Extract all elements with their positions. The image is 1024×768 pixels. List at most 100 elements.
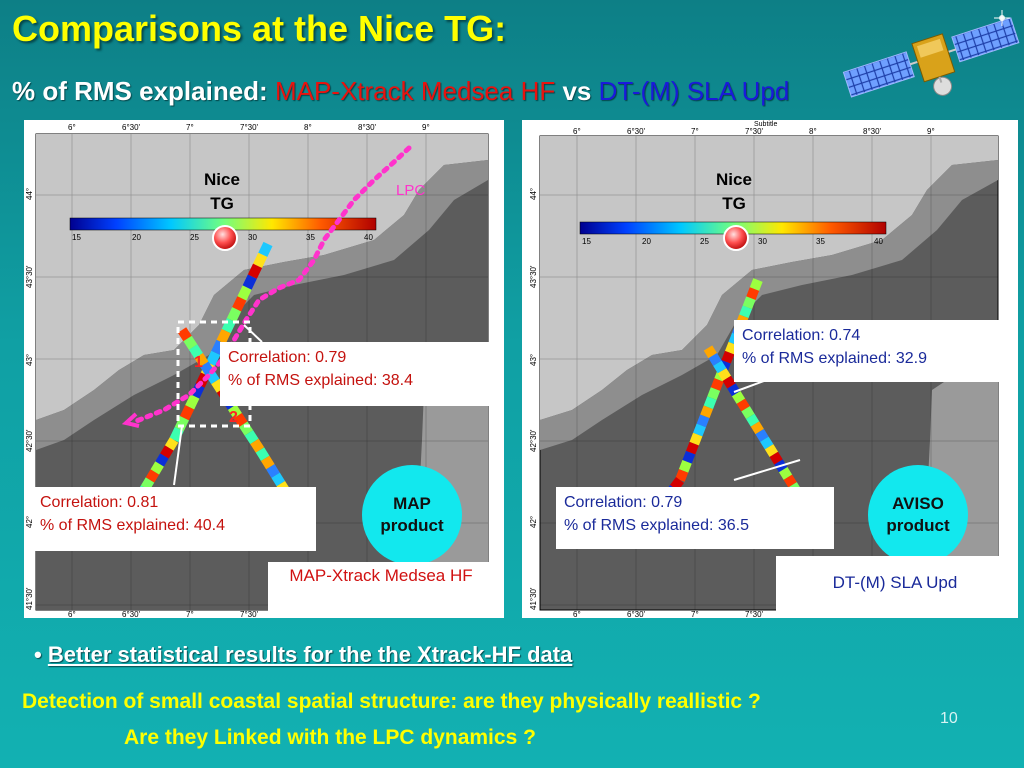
track-segment bbox=[177, 327, 192, 342]
track-segment bbox=[233, 412, 248, 428]
track-segment bbox=[749, 278, 763, 291]
lat-tick: 43°30' bbox=[529, 265, 538, 288]
slide-subtitle: % of RMS explained: MAP-Xtrack Medsea HF… bbox=[12, 76, 789, 107]
lat-tick: 43°30' bbox=[25, 265, 34, 288]
map-subtitle: Subtitle bbox=[754, 121, 777, 128]
product-label: product bbox=[380, 516, 444, 535]
colorbar-tick: 25 bbox=[700, 237, 709, 246]
lon-tick: 6° bbox=[68, 610, 76, 618]
track-segment bbox=[731, 390, 746, 404]
track-segment bbox=[226, 307, 242, 323]
colorbar-tick: 20 bbox=[132, 233, 141, 242]
track-segment bbox=[271, 472, 286, 487]
track-segment bbox=[769, 451, 783, 465]
lon-tick: 8° bbox=[304, 123, 312, 132]
slide-title: Comparisons at the Nice TG: bbox=[12, 8, 507, 49]
track-segment bbox=[722, 375, 736, 389]
lon-tick: 6° bbox=[573, 610, 581, 618]
track-segment bbox=[682, 450, 696, 464]
nice-tg-label: TG bbox=[722, 194, 746, 213]
track-segment bbox=[227, 404, 242, 419]
track-segment bbox=[746, 413, 760, 427]
track-segment bbox=[700, 405, 714, 419]
question-line-1: Detection of small coastal spatial struc… bbox=[22, 690, 761, 713]
nice-tg-label: TG bbox=[210, 194, 234, 213]
track-segment bbox=[253, 252, 268, 268]
lon-tick: 6° bbox=[573, 127, 581, 136]
lon-tick: 8° bbox=[809, 127, 817, 136]
lon-tick: 6°30' bbox=[122, 123, 141, 132]
question-line-2: Are they Linked with the LPC dynamics ? bbox=[124, 726, 536, 749]
lat-tick: 44° bbox=[25, 188, 34, 200]
subtitle-prefix: % of RMS explained: bbox=[12, 76, 268, 106]
product-label: AVISO bbox=[892, 494, 944, 513]
lat-tick: 43° bbox=[529, 354, 538, 366]
lon-tick: 7°30' bbox=[240, 610, 259, 618]
track-segment bbox=[242, 274, 257, 290]
track-segment bbox=[237, 285, 252, 301]
lon-tick: 7° bbox=[186, 610, 194, 618]
lpc-label: LPC bbox=[396, 182, 425, 199]
track-segment bbox=[255, 447, 270, 462]
track-segment bbox=[742, 296, 756, 310]
track-segment bbox=[155, 453, 169, 467]
colorbar-tick: 20 bbox=[642, 237, 651, 246]
bullet-symbol: • bbox=[34, 642, 42, 667]
track-segment bbox=[221, 318, 236, 334]
track-segment bbox=[755, 428, 769, 442]
track-segment bbox=[258, 241, 273, 258]
panel-caption: MAP-Xtrack Medsea HF bbox=[268, 562, 494, 618]
correlation-box: Correlation: 0.79 % of RMS explained: 38… bbox=[220, 342, 490, 406]
track-segment bbox=[764, 444, 779, 458]
correlation-label: Correlation: 0.79 bbox=[228, 349, 347, 366]
track-segment bbox=[778, 466, 793, 480]
track-segment bbox=[185, 394, 200, 410]
colorbar-tick: 30 bbox=[758, 237, 767, 246]
lon-tick: 6° bbox=[68, 123, 76, 132]
correlation-box: Correlation: 0.79 % of RMS explained: 36… bbox=[556, 487, 834, 549]
colorbar-tick: 15 bbox=[582, 237, 591, 246]
track-segment bbox=[760, 436, 774, 450]
nice-tg-label: Nice bbox=[716, 170, 752, 189]
map-product-badge: MAP product bbox=[362, 465, 462, 565]
colorbar-tick: 40 bbox=[874, 237, 883, 246]
track-segment bbox=[194, 352, 209, 368]
nice-tg-marker bbox=[212, 225, 238, 251]
track-segment bbox=[244, 430, 259, 445]
colorbar-tick: 35 bbox=[306, 233, 315, 242]
lon-tick: 9° bbox=[422, 123, 430, 132]
marker-1: 1 bbox=[194, 354, 203, 371]
satellite-icon bbox=[842, 10, 1020, 98]
track-segment bbox=[169, 426, 184, 443]
lon-tick: 8°30' bbox=[863, 127, 882, 136]
correlation-label: Correlation: 0.74 bbox=[742, 327, 861, 344]
correlation-label: Correlation: 0.81 bbox=[40, 494, 159, 511]
aviso-product-badge: AVISO product bbox=[868, 465, 968, 565]
subtitle-vs: vs bbox=[562, 76, 592, 106]
lon-tick: 8°30' bbox=[358, 123, 377, 132]
lon-tick: 7°30' bbox=[745, 610, 764, 618]
lat-tick: 43° bbox=[25, 354, 34, 366]
track-segment bbox=[200, 361, 215, 376]
connector-line bbox=[733, 459, 801, 481]
correlation-label: Correlation: 0.79 bbox=[564, 494, 683, 511]
track-segment bbox=[188, 344, 203, 359]
product-label: product bbox=[886, 516, 950, 535]
track-segment bbox=[746, 287, 760, 300]
slide-number: 10 bbox=[940, 710, 958, 727]
left-map-panel: 6° 6°30' 7° 7°30' 8° 8°30' 9° 6° 6°30' 7… bbox=[24, 120, 504, 618]
track-segment bbox=[703, 345, 717, 359]
track-segment bbox=[206, 350, 221, 366]
track-segment bbox=[145, 469, 160, 483]
product-label: MAP bbox=[393, 494, 431, 513]
track-segment bbox=[216, 328, 231, 345]
colorbar-tick: 25 bbox=[190, 233, 199, 242]
lon-tick: 9° bbox=[927, 127, 935, 136]
panel-caption: DT-(M) SLA Upd bbox=[776, 556, 1014, 614]
nice-tg-label: Nice bbox=[204, 170, 240, 189]
track-segment bbox=[707, 387, 721, 400]
colorbar-tick: 40 bbox=[364, 233, 373, 242]
lat-tick: 41°30' bbox=[529, 587, 538, 610]
track-segment bbox=[260, 455, 275, 470]
track-segment bbox=[179, 405, 195, 421]
